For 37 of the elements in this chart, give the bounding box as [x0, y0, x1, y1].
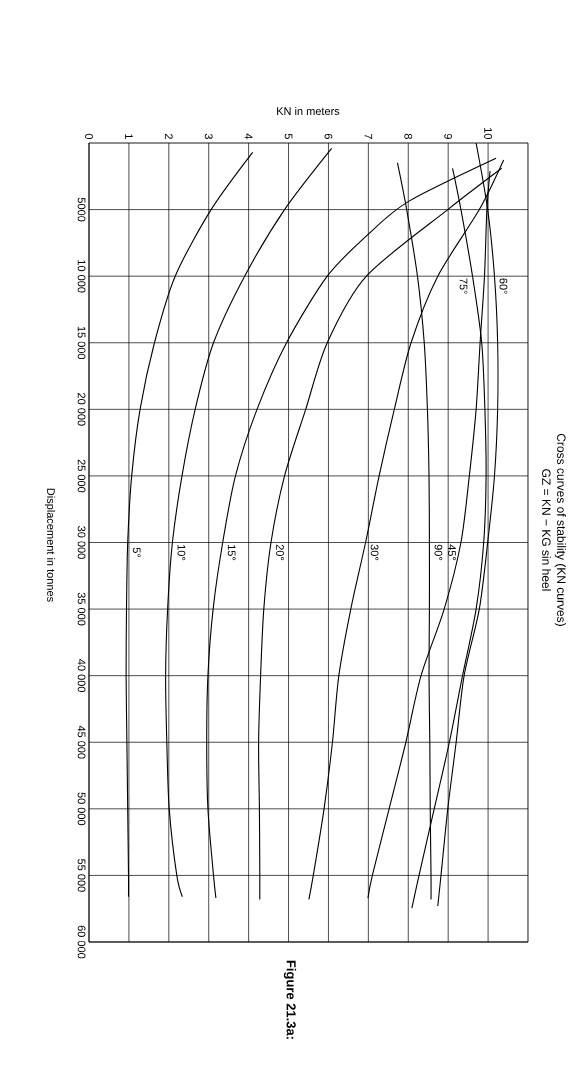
y-tick-label: 50 000 [77, 792, 86, 826]
annotation: 75° [459, 278, 468, 294]
y-tick-label: 60 000 [77, 925, 86, 959]
x-tick-label: 9 [444, 133, 453, 139]
annotation: 45° [448, 544, 456, 561]
x-tick-label: 6 [324, 133, 333, 139]
annotation: 10° [177, 545, 186, 561]
y-tick-label: 30 000 [77, 526, 86, 559]
y-axis-title: Displacement in tonnes [44, 488, 56, 602]
text: GZ = KN − KG sin heel [542, 469, 551, 591]
y-tick-label: 10 000 [77, 260, 86, 293]
y-tick-label: 25 000 [77, 459, 86, 493]
x-tick-label: 1 [125, 134, 133, 139]
x-tick-label: 4 [244, 133, 253, 140]
y-tick-label: 35 000 [77, 592, 86, 626]
x-tick-label: 10 [484, 128, 492, 140]
y-tick-label: 15 000 [77, 326, 86, 360]
annotation: 15° [227, 545, 236, 561]
x-tick-label: 5 [284, 133, 293, 139]
y-tick-label: 20 000 [77, 393, 86, 426]
y-tick-label: 55 000 [77, 859, 86, 892]
annotation: 30° [370, 544, 379, 561]
x-tick-label: 0 [85, 133, 93, 140]
x-tick-label: 2 [164, 133, 173, 139]
x-tick-label: 8 [404, 133, 413, 139]
x-axis-title: KN in meters [277, 106, 340, 116]
x-tick-label: 7 [364, 133, 373, 139]
y-tick-label: 40 000 [77, 659, 86, 693]
text: Cross curves of stability (KN curves) [554, 433, 566, 626]
annotation: 5° [132, 547, 141, 558]
caption: Figure 21.3a: [283, 960, 297, 1039]
annotation: 20° [276, 544, 284, 561]
annotation: 90° [434, 544, 443, 561]
y-tick-label: 5000 [77, 197, 86, 222]
x-tick-label: 3 [204, 133, 213, 139]
annotation: 60° [499, 278, 508, 294]
y-tick-label: 45 000 [77, 725, 86, 759]
